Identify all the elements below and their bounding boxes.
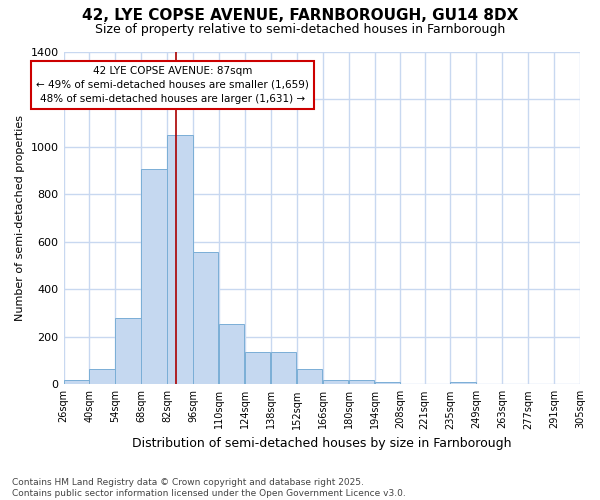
Text: Contains HM Land Registry data © Crown copyright and database right 2025.
Contai: Contains HM Land Registry data © Crown c… [12,478,406,498]
Bar [141,169,167,384]
Bar [374,382,400,384]
Bar [193,252,218,384]
Text: 42 LYE COPSE AVENUE: 87sqm
← 49% of semi-detached houses are smaller (1,659)
48%: 42 LYE COPSE AVENUE: 87sqm ← 49% of semi… [37,66,309,104]
X-axis label: Distribution of semi-detached houses by size in Farnborough: Distribution of semi-detached houses by … [132,437,512,450]
Bar [64,380,89,384]
Bar [115,318,141,384]
Bar [323,380,348,384]
Bar [451,382,476,384]
Bar [89,369,115,384]
Bar [167,134,193,384]
Text: 42, LYE COPSE AVENUE, FARNBOROUGH, GU14 8DX: 42, LYE COPSE AVENUE, FARNBOROUGH, GU14 … [82,8,518,22]
Text: Size of property relative to semi-detached houses in Farnborough: Size of property relative to semi-detach… [95,22,505,36]
Bar [297,369,322,384]
Y-axis label: Number of semi-detached properties: Number of semi-detached properties [15,115,25,321]
Bar [349,380,374,384]
Bar [219,324,244,384]
Bar [245,352,271,384]
Bar [271,352,296,384]
